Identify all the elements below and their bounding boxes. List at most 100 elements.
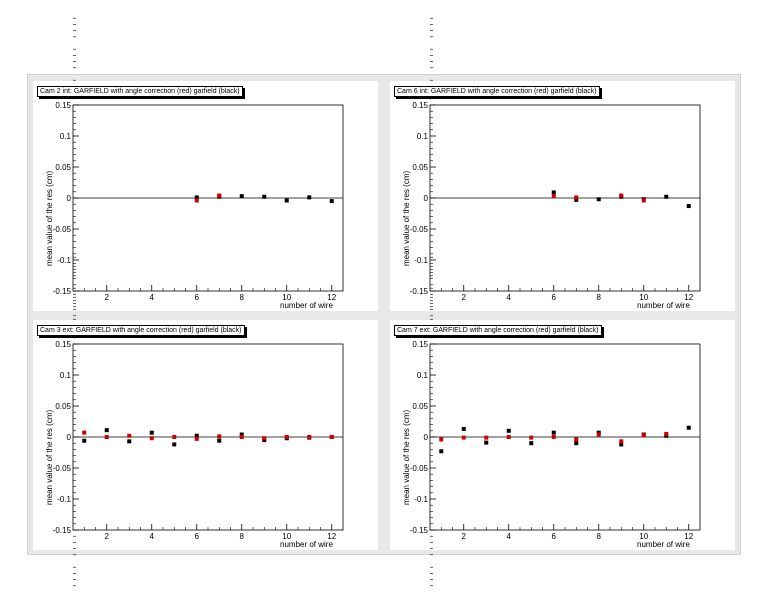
data-point-black [596, 197, 601, 202]
x-tick-label: 10 [282, 293, 291, 302]
root-canvas: Cam 2 int: GARFIELD with angle correctio… [27, 17, 741, 587]
plot-pad-cam3-ext: Cam 3 ext: GARFIELD with angle correctio… [33, 256, 378, 587]
data-point-black [194, 195, 199, 200]
data-point-black [239, 194, 244, 199]
data-point-black [439, 449, 444, 454]
data-point-red [172, 435, 177, 439]
y-tick-label: -0.1 [57, 256, 71, 265]
data-point-black [619, 442, 624, 447]
data-point-black [82, 438, 87, 443]
x-tick-label: 8 [597, 293, 602, 302]
x-tick-label: 2 [105, 532, 110, 541]
y-tick-label: -0.05 [410, 225, 429, 234]
y-tick-label: 0.05 [412, 163, 428, 172]
data-point-black [529, 441, 534, 446]
x-axis-title: number of wire [637, 540, 690, 549]
data-point-red [619, 439, 624, 444]
data-point-red [484, 435, 489, 440]
data-point-red [262, 436, 267, 441]
data-point-red [461, 435, 466, 440]
x-tick-label: 2 [462, 532, 467, 541]
data-point-black [686, 425, 691, 430]
y-tick-label: 0.15 [412, 340, 428, 349]
data-point-red [307, 435, 312, 439]
x-tick-label: 2 [462, 293, 467, 302]
data-point-black [686, 204, 691, 209]
x-tick-label: 10 [639, 532, 648, 541]
y-tick-label: 0.05 [55, 402, 71, 411]
data-point-black [217, 438, 222, 443]
data-point-red [82, 430, 87, 435]
data-point-red [284, 435, 289, 439]
data-point-red [194, 198, 199, 203]
x-tick-label: 6 [195, 532, 200, 541]
plot-area: 0.15 0.1 0.05 0 -0.05 -0.1 -0.15 2 4 6 8 10 12 [410, 17, 701, 379]
data-point-red [596, 432, 601, 437]
data-point-red [329, 435, 334, 439]
x-tick-label: 12 [684, 532, 693, 541]
data-point-red [619, 193, 624, 198]
data-point-red [239, 435, 244, 439]
data-point-black [551, 430, 556, 435]
data-point-red [641, 433, 646, 438]
plot-title: Cam 2 int: GARFIELD with angle correctio… [37, 86, 243, 97]
y-tick-label: 0 [67, 433, 72, 442]
plot-pad-cam6-int: Cam 6 int: GARFIELD with angle correctio… [390, 17, 735, 379]
data-point-red [439, 437, 444, 442]
data-point-red [529, 435, 534, 440]
x-tick-label: 10 [639, 293, 648, 302]
data-point-red [664, 431, 669, 436]
x-tick-label: 12 [327, 293, 336, 302]
x-tick-label: 2 [105, 293, 110, 302]
plot-title: Cam 3 ext: GARFIELD with angle correctio… [37, 325, 245, 336]
x-tick-label: 6 [552, 293, 557, 302]
x-axis-title: number of wire [637, 301, 690, 310]
data-point-red [104, 435, 109, 439]
y-tick-label: -0.15 [410, 526, 429, 535]
x-tick-label: 12 [327, 532, 336, 541]
x-tick-label: 4 [507, 532, 512, 541]
y-tick-label: 0.1 [60, 371, 72, 380]
y-tick-label: 0.05 [55, 163, 71, 172]
data-point-black [484, 440, 489, 445]
x-tick-label: 10 [282, 532, 291, 541]
x-tick-label: 8 [597, 532, 602, 541]
data-point-black [664, 194, 669, 199]
data-point-black [284, 198, 289, 203]
data-point-black [307, 195, 312, 200]
data-point-black [506, 428, 511, 433]
x-tick-label: 4 [150, 293, 155, 302]
data-point-red [574, 195, 579, 200]
y-tick-label: 0.15 [55, 101, 71, 110]
data-point-red [217, 193, 222, 198]
y-tick-label: 0.15 [412, 101, 428, 110]
y-tick-label: -0.05 [53, 464, 72, 473]
y-tick-label: -0.15 [53, 526, 72, 535]
y-tick-label: 0 [424, 433, 429, 442]
data-point-black [461, 426, 466, 431]
plot-pad-cam2-int: Cam 2 int: GARFIELD with angle correctio… [33, 17, 378, 379]
data-point-red [149, 436, 154, 441]
plot-area: 0.15 0.1 0.05 0 -0.05 -0.1 -0.15 2 4 6 8 10 12 [53, 17, 344, 379]
plot-pad-cam7-ext: Cam 7 ext: GARFIELD with angle correctio… [390, 256, 735, 587]
plot-area: 0.15 0.1 0.05 0 -0.05 -0.1 -0.15 2 4 6 8 10 12 [53, 256, 344, 587]
y-tick-label: -0.1 [57, 495, 71, 504]
y-tick-label: 0.1 [417, 371, 429, 380]
y-tick-label: -0.05 [53, 225, 72, 234]
data-point-red [506, 435, 511, 439]
data-point-red [551, 194, 556, 199]
x-tick-label: 4 [507, 293, 512, 302]
data-point-red [641, 198, 646, 203]
x-tick-label: 8 [240, 532, 245, 541]
data-point-black [239, 432, 244, 437]
y-tick-label: -0.1 [414, 495, 428, 504]
data-point-black [329, 199, 334, 204]
data-point-black [104, 428, 109, 433]
data-point-red [551, 435, 556, 439]
y-tick-label: -0.1 [414, 256, 428, 265]
y-tick-label: 0.15 [55, 340, 71, 349]
x-axis-title: number of wire [280, 540, 333, 549]
y-tick-label: 0.1 [60, 132, 72, 141]
y-tick-label: -0.15 [410, 287, 429, 296]
data-point-black [574, 197, 579, 202]
